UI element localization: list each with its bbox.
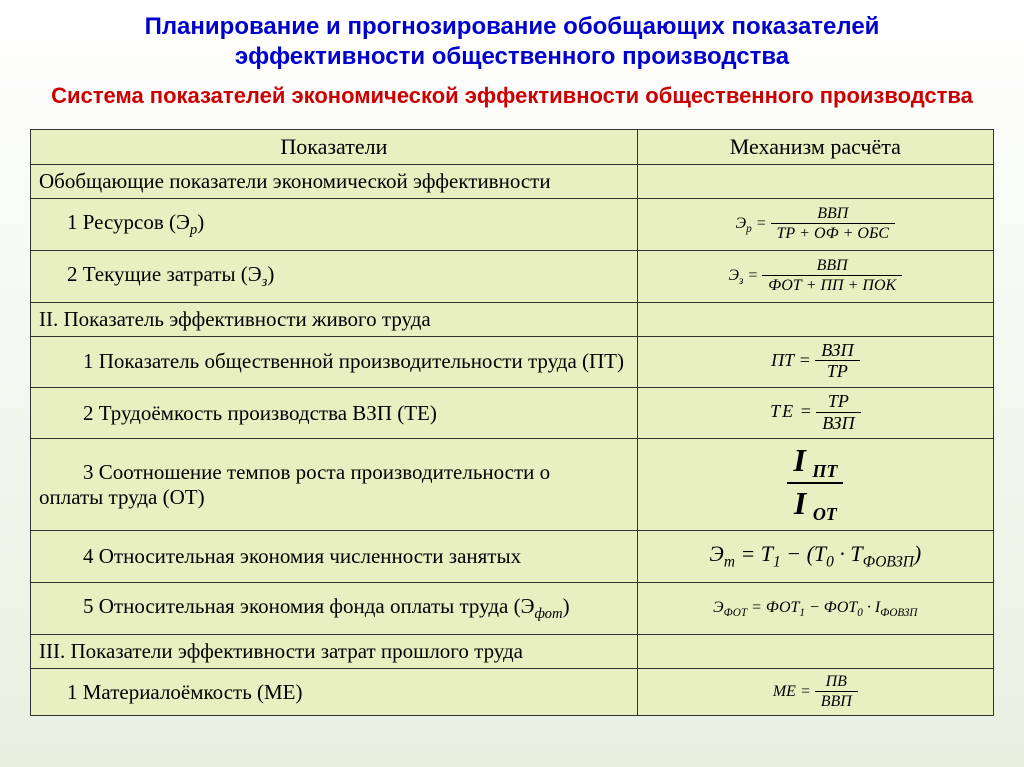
- table-row: 2 Текущие затраты (Эз) Эз = ВВПФОТ + ПП …: [31, 250, 994, 302]
- page-title: Планирование и прогнозирование обобщающи…: [30, 12, 994, 72]
- cell-label: 2 Трудоёмкость производства ВЗП (ТЕ): [31, 387, 638, 438]
- row-text: 1 Ресурсов (Эр): [67, 210, 204, 234]
- header-indicators: Показатели: [31, 129, 638, 164]
- table-row: 2 Трудоёмкость производства ВЗП (ТЕ) ТЕ …: [31, 387, 994, 438]
- cell-label: 3 Соотношение темпов роста производитель…: [31, 439, 638, 531]
- row-text: 5 Относительная экономия фонда оплаты тр…: [83, 594, 570, 618]
- cell-label: 1 Материалоёмкость (МЕ): [31, 669, 638, 716]
- formula-te: ТЕ = ТРВЗП: [770, 401, 860, 421]
- cell-label: 2 Текущие затраты (Эз): [31, 250, 638, 302]
- cell-formula: Эт = T1 − (T0 · TФОВЗП): [637, 531, 993, 583]
- cell-section3: III. Показатели эффективности затрат про…: [31, 635, 638, 669]
- table-row: 1 Материалоёмкость (МЕ) МЕ = ПВВВП: [31, 669, 994, 716]
- formula-employment-economy: Эт = T1 − (T0 · TФОВЗП): [709, 541, 921, 566]
- row-text: 2 Текущие затраты (Эз): [67, 262, 274, 286]
- cell-label: 4 Относительная экономия численности зан…: [31, 531, 638, 583]
- formula-me: МЕ = ПВВВП: [773, 683, 858, 700]
- table-row: III. Показатели эффективности затрат про…: [31, 635, 994, 669]
- indicators-table: Показатели Механизм расчёта Обобщающие п…: [30, 129, 994, 716]
- cell-empty: [637, 302, 993, 336]
- formula-resources: Эр = ВВПТР + ОФ + ОБС: [736, 215, 895, 232]
- cell-section2: II. Показатель эффективности живого труд…: [31, 302, 638, 336]
- table-header-row: Показатели Механизм расчёта: [31, 129, 994, 164]
- cell-formula: Эр = ВВПТР + ОФ + ОБС: [637, 198, 993, 250]
- cell-formula: ТЕ = ТРВЗП: [637, 387, 993, 438]
- formula-ratio: I ПТ I ОТ: [787, 443, 843, 526]
- cell-label: 5 Относительная экономия фонда оплаты тр…: [31, 583, 638, 635]
- table-row: 5 Относительная экономия фонда оплаты тр…: [31, 583, 994, 635]
- formula-fot-economy: ЭФОТ = ФОТ1 − ФОТ0 · IФОВЗП: [713, 599, 917, 616]
- page-subtitle: Система показателей экономической эффект…: [30, 82, 994, 111]
- cell-formula: I ПТ I ОТ: [637, 439, 993, 531]
- cell-formula: Эз = ВВПФОТ + ПП + ПОК: [637, 250, 993, 302]
- table-row: 1 Показатель общественной производительн…: [31, 336, 994, 387]
- row-text-line2: оплаты труда (ОТ): [39, 485, 205, 509]
- cell-formula: ПТ = ВЗПТР: [637, 336, 993, 387]
- header-mechanism: Механизм расчёта: [637, 129, 993, 164]
- table-row: 1 Ресурсов (Эр) Эр = ВВПТР + ОФ + ОБС: [31, 198, 994, 250]
- table-row: 3 Соотношение темпов роста производитель…: [31, 439, 994, 531]
- cell-empty: [637, 164, 993, 198]
- table-row: 4 Относительная экономия численности зан…: [31, 531, 994, 583]
- formula-costs: Эз = ВВПФОТ + ПП + ПОК: [729, 267, 903, 284]
- row-text-line1: 3 Соотношение темпов роста производитель…: [39, 460, 550, 485]
- table-row: II. Показатель эффективности живого труд…: [31, 302, 994, 336]
- cell-formula: МЕ = ПВВВП: [637, 669, 993, 716]
- cell-label: 1 Показатель общественной производительн…: [31, 336, 638, 387]
- cell-empty: [637, 635, 993, 669]
- cell-section1: Обобщающие показатели экономической эффе…: [31, 164, 638, 198]
- table-row: Обобщающие показатели экономической эффе…: [31, 164, 994, 198]
- cell-label: 1 Ресурсов (Эр): [31, 198, 638, 250]
- formula-pt: ПТ = ВЗПТР: [771, 350, 859, 370]
- cell-formula: ЭФОТ = ФОТ1 − ФОТ0 · IФОВЗП: [637, 583, 993, 635]
